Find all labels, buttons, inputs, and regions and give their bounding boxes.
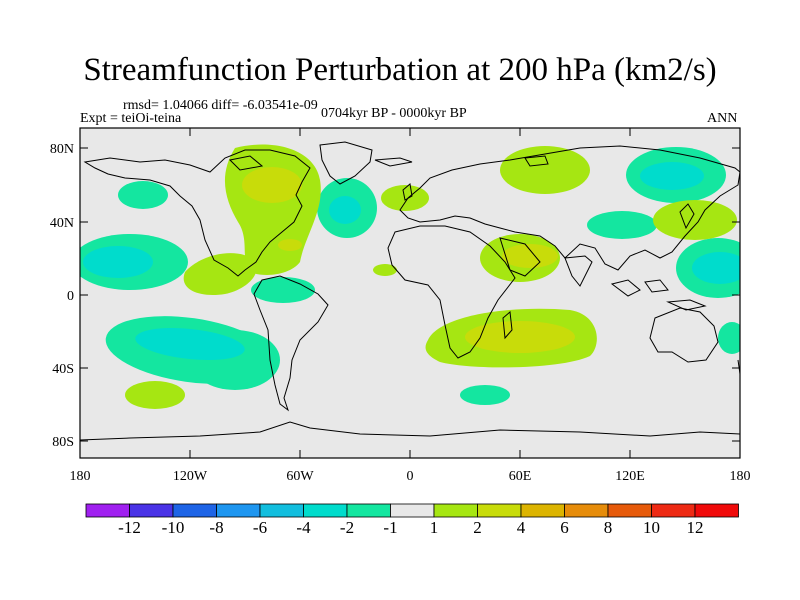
colorbar-label: -10 (162, 518, 185, 537)
lon-ticks (79, 128, 741, 458)
colorbar-label: 12 (687, 518, 704, 537)
colorbar-box (390, 503, 435, 518)
season-label: ANN (707, 111, 738, 126)
colorbar-label: -6 (253, 518, 267, 537)
colorbar-label: 6 (560, 518, 569, 537)
negative-anomaly-cores (83, 162, 740, 360)
lon-label-120e: 120E (615, 469, 645, 484)
lat-label-40n: 40N (50, 216, 74, 231)
lon-labels: 180 120W 60W 0 60E 120E 180 (70, 469, 751, 484)
colorbar (85, 503, 739, 518)
colorbar-box (172, 503, 217, 518)
colorbar-label: 4 (517, 518, 526, 537)
colorbar-box (477, 503, 522, 518)
period-label: 0704kyr BP - 0000kyr BP (321, 106, 467, 121)
colorbar-label: -2 (340, 518, 354, 537)
lat-label-80s: 80S (52, 435, 74, 450)
colorbar-box (607, 503, 652, 518)
lon-label-180w: 180 (70, 469, 91, 484)
colorbar-label: 8 (604, 518, 613, 537)
colorbar-label: -12 (118, 518, 141, 537)
lon-label-120w: 120W (173, 469, 208, 484)
colorbar-label: 1 (430, 518, 439, 537)
lat-label-80n: 80N (50, 142, 74, 157)
stats-text: rmsd= 1.04066 diff= -6.03541e-09 (123, 98, 318, 113)
colorbar-box (85, 503, 130, 518)
lon-label-60e: 60E (509, 469, 532, 484)
positive-anomaly-cores (242, 167, 575, 353)
colorbar-box (433, 503, 478, 518)
coastlines (80, 141, 740, 441)
colorbar-box (346, 503, 391, 518)
contour-fill-layer (80, 144, 740, 409)
lon-label-60w: 60W (286, 469, 314, 484)
colorbar-box (129, 503, 174, 518)
colorbar-box (651, 503, 696, 518)
lat-labels: 80N 40N 0 40S 80S (50, 142, 74, 450)
lon-label-0: 0 (407, 469, 414, 484)
colorbar-label: 2 (473, 518, 482, 537)
colorbar-box (564, 503, 609, 518)
lat-label-0: 0 (67, 289, 74, 304)
colorbar-label: -8 (209, 518, 223, 537)
lon-label-180e: 180 (730, 469, 751, 484)
lat-label-40s: 40S (52, 362, 74, 377)
colorbar-labels: -12 -10 -8 -6 -4 -2 -1 1 2 4 6 8 10 12 (118, 518, 703, 537)
colorbar-label: -4 (296, 518, 311, 537)
colorbar-box (303, 503, 348, 518)
colorbar-box (520, 503, 565, 518)
colorbar-label: 10 (643, 518, 660, 537)
colorbar-label: -1 (383, 518, 397, 537)
plot-title: Streamfunction Perturbation at 200 hPa (… (83, 52, 717, 88)
experiment-label: Expt = teiOi-teina (80, 111, 182, 126)
colorbar-box (216, 503, 261, 518)
lat-ticks (80, 147, 740, 442)
colorbar-box (694, 503, 739, 518)
colorbar-box (259, 503, 304, 518)
